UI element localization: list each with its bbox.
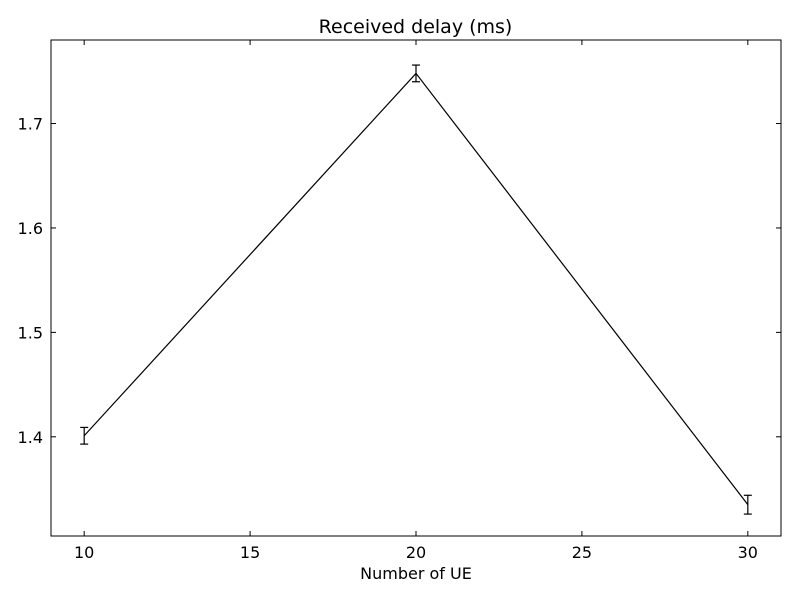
y-tick-label: 1.6 — [18, 219, 43, 238]
chart-title: Received delay (ms) — [319, 16, 513, 38]
x-tick-label: 25 — [572, 543, 592, 562]
plot-area — [51, 40, 781, 536]
axis-ticks: 10 15 20 25 30 1.4 1.5 1.6 1.7 — [18, 40, 781, 562]
plot-frame — [50, 39, 782, 537]
x-axis-label: Number of UE — [360, 564, 472, 583]
x-tick-label: 20 — [406, 543, 426, 562]
x-tick-label: 10 — [74, 543, 94, 562]
x-tick-label: 15 — [240, 543, 260, 562]
y-tick-label: 1.5 — [18, 323, 43, 342]
y-tick-label: 1.7 — [18, 115, 43, 134]
series-layer — [80, 64, 752, 515]
y-tick-label: 1.4 — [18, 428, 43, 447]
x-tick-label: 30 — [738, 543, 758, 562]
